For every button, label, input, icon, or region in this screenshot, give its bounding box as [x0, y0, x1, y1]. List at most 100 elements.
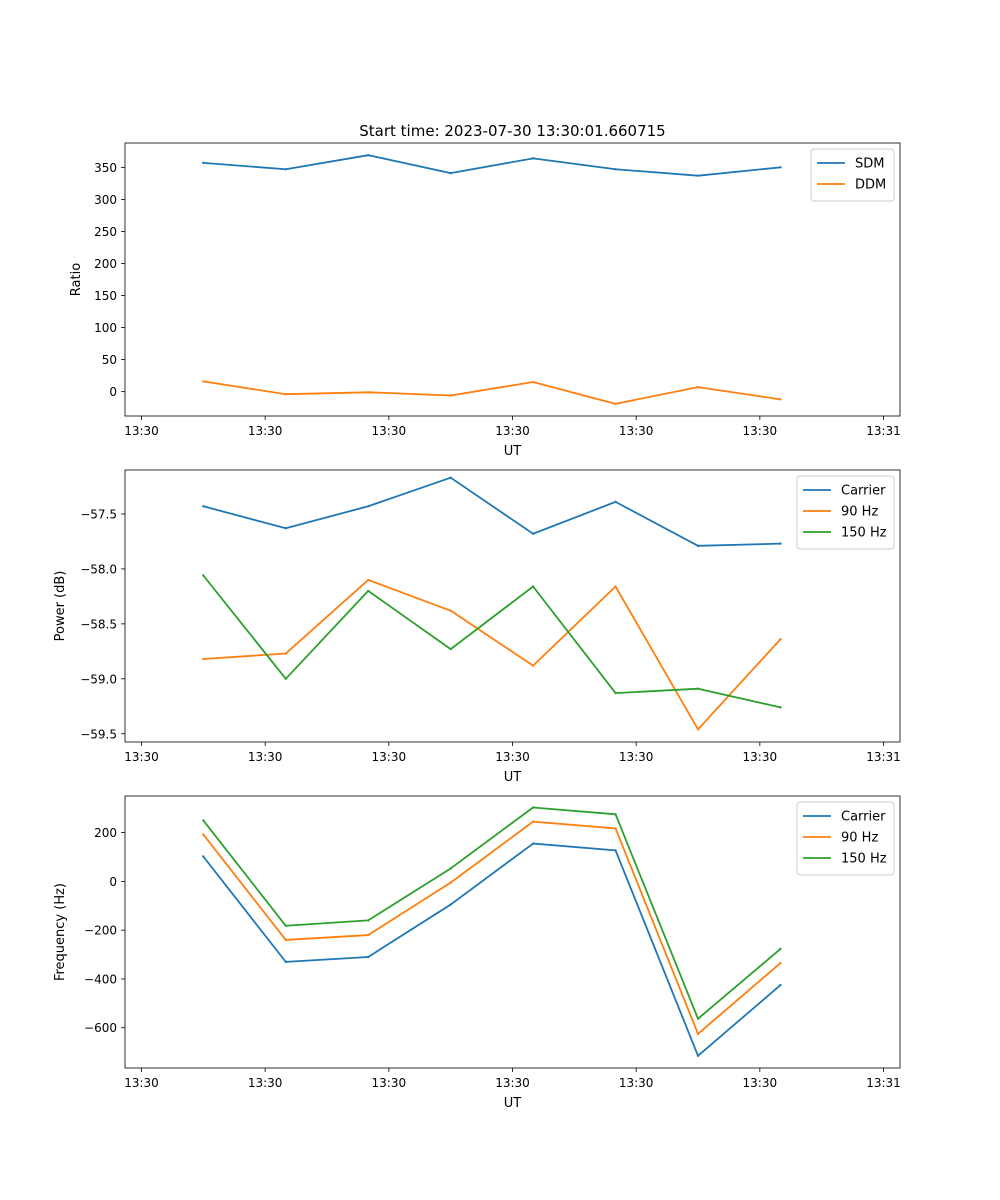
chart-panel-2: 13:30 13:30 13:30 13:30 13:30 13:30 13:31 −59.5… [53, 469, 901, 785]
y-tick-label: 0 [109, 385, 117, 399]
x-tick-label: 13:30 [248, 424, 283, 438]
y-tick-label: 50 [102, 353, 117, 367]
data-point [531, 820, 535, 823]
data-point [614, 691, 617, 695]
plot-frame [124, 469, 901, 743]
legend: SDM DDM [810, 148, 895, 202]
data-point [531, 664, 535, 667]
x-axis-label: UT [504, 444, 522, 459]
data-point [449, 881, 452, 884]
series-line-150-hz [202, 574, 781, 709]
series-line-ddm [203, 380, 781, 405]
x-tick-label: 13:30 [372, 750, 407, 764]
data-point [779, 638, 782, 641]
data-point [367, 919, 370, 922]
legend-box [810, 148, 895, 202]
y-tick-label: −58.0 [80, 562, 117, 576]
data-point [531, 157, 535, 160]
data-point [696, 1054, 700, 1058]
data-point [696, 1017, 700, 1020]
data-point [202, 380, 205, 383]
data-point [696, 385, 700, 389]
x-tick-label: 13:30 [619, 424, 654, 438]
legend-label: SDM [855, 157, 884, 172]
data-point [202, 855, 205, 858]
x-axis-label: UT [504, 770, 522, 785]
data-point [284, 938, 287, 942]
data-point [367, 589, 370, 593]
x-tick-label: 13:30 [124, 750, 159, 764]
x-tick-label: 13:30 [372, 424, 407, 438]
x-tick-label: 13:30 [372, 1076, 407, 1090]
data-point [614, 849, 617, 852]
data-point [531, 585, 535, 588]
data-point [202, 574, 205, 577]
x-tick-label: 13:30 [743, 424, 778, 438]
data-point [531, 380, 535, 384]
series-line-90-hz [203, 579, 782, 731]
y-tick-label: −400 [84, 972, 117, 986]
y-tick-label: 250 [94, 225, 117, 239]
chart-panel-1: 13:30 13:30 13:30 13:30 13:30 13:30 13:31 0 50 10… [69, 142, 901, 459]
data-point [779, 166, 782, 169]
x-tick-label: 13:30 [248, 750, 283, 764]
data-point [449, 394, 452, 397]
series-line-carrier [203, 476, 781, 547]
data-point [779, 947, 782, 951]
data-point [284, 652, 287, 655]
y-tick-label: 100 [94, 321, 117, 335]
y-tick-label: −59.0 [80, 672, 117, 686]
data-point [614, 585, 617, 588]
data-point [696, 687, 700, 690]
y-tick-label: −200 [84, 924, 117, 938]
plot-frame [124, 142, 901, 417]
data-point [449, 171, 452, 175]
legend-box [796, 801, 895, 876]
data-point [449, 867, 452, 870]
legend-label: 150 Hz [841, 526, 887, 541]
y-tick-label: 200 [94, 257, 117, 271]
data-point [202, 833, 205, 836]
y-tick-label: −57.5 [80, 507, 117, 521]
data-point [367, 578, 370, 582]
data-point [284, 527, 287, 530]
data-point [779, 542, 782, 545]
x-tick-label: 13:30 [124, 1076, 159, 1090]
data-point [614, 402, 617, 406]
data-point [367, 955, 370, 959]
data-point [284, 677, 287, 681]
data-point [449, 476, 452, 479]
x-tick-label: 13:30 [743, 750, 778, 764]
data-point [614, 168, 617, 171]
x-tick-label: 13:30 [248, 1076, 283, 1090]
series-line-90-hz [202, 820, 782, 1035]
y-axis-label: Ratio [69, 263, 84, 296]
data-point [779, 961, 782, 965]
y-tick-label: 350 [94, 161, 117, 175]
x-axis-label: UT [504, 1096, 522, 1111]
y-axis-label: Frequency (Hz) [53, 883, 68, 981]
x-tick-label: 13:30 [495, 424, 530, 438]
data-point [449, 903, 452, 906]
x-tick-label: 13:30 [495, 1076, 530, 1090]
y-tick-label: −59.5 [80, 727, 117, 741]
data-point [614, 827, 617, 830]
y-tick-label: −600 [84, 1021, 117, 1035]
data-point [614, 500, 617, 504]
data-point [779, 983, 782, 987]
legend-label: DDM [855, 178, 886, 193]
data-point [202, 819, 205, 822]
legend-label: Carrier [841, 810, 886, 825]
x-tick-label: 13:30 [619, 750, 654, 764]
series-line-sdm [203, 154, 781, 177]
x-tick-label: 13:30 [495, 750, 530, 764]
chart-panels: 13:30 13:30 13:30 13:30 13:30 13:30 13:31 0 50 10… [53, 142, 901, 1111]
legend-box [796, 475, 895, 550]
y-tick-label: 300 [94, 193, 117, 207]
chart-panel-3: 13:30 13:30 13:30 13:30 13:30 13:30 13:31 −600 −… [53, 795, 901, 1111]
data-point [531, 842, 535, 845]
data-point [449, 609, 452, 612]
legend-label: 150 Hz [841, 852, 887, 867]
y-tick-label: 200 [94, 826, 117, 840]
